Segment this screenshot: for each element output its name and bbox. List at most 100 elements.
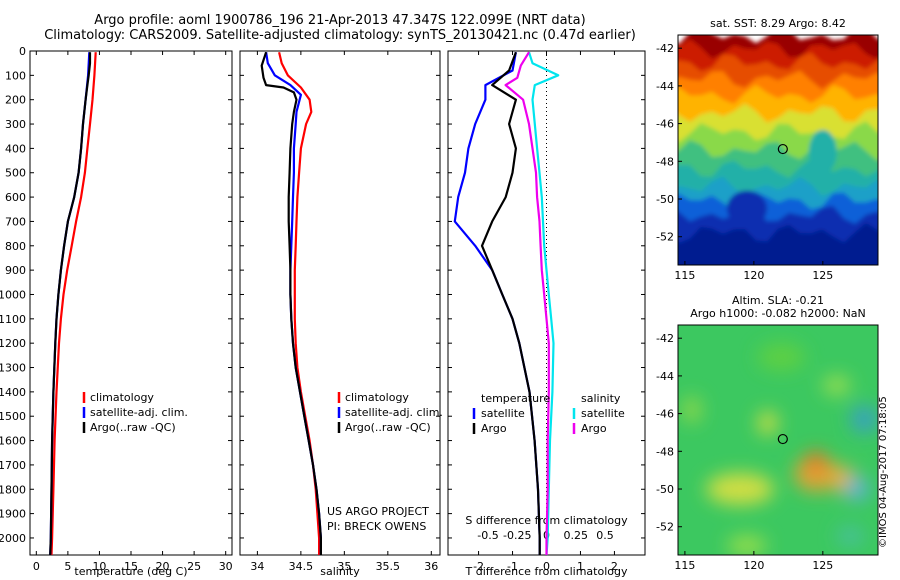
map-y-tick-label: -48 bbox=[656, 445, 674, 458]
map-title: Argo h1000: -0.082 h2000: NaN bbox=[690, 307, 866, 320]
map-image bbox=[678, 35, 878, 265]
legend-label: Argo(..raw -QC) bbox=[90, 421, 176, 434]
x-tick-label: -1 bbox=[507, 560, 518, 573]
legend-header: salinity bbox=[581, 392, 621, 405]
sla-anomaly bbox=[793, 455, 838, 492]
sst-patch bbox=[808, 129, 837, 174]
x-tick-label: 36 bbox=[424, 560, 438, 573]
legend-label: Argo(..raw -QC) bbox=[345, 421, 431, 434]
sla-anomaly bbox=[706, 473, 775, 506]
map-x-tick-label: 115 bbox=[674, 559, 695, 572]
map-y-tick-label: -50 bbox=[656, 483, 674, 496]
y-tick-label: 2000 bbox=[0, 532, 26, 545]
map-frame bbox=[677, 324, 879, 556]
map-y-tick-label: -48 bbox=[656, 155, 674, 168]
x-tick-label: 0 bbox=[33, 560, 40, 573]
sla-anomaly bbox=[836, 526, 865, 547]
y-tick-label: 0 bbox=[19, 45, 26, 58]
figure-title-line1: Argo profile: aoml 1900786_196 21-Apr-20… bbox=[94, 13, 586, 28]
profile-location-marker bbox=[777, 433, 788, 445]
y-tick-label: 1700 bbox=[0, 459, 26, 472]
sla-anomaly bbox=[757, 411, 778, 436]
difference-panel: -2 -1 0 1 2T difference from climatology -0.5… bbox=[447, 50, 646, 578]
y-tick-label: 100 bbox=[5, 69, 26, 82]
map-y-tick-label: -50 bbox=[656, 193, 674, 206]
x-axis-label: T difference from climatology bbox=[465, 565, 628, 578]
y-tick-label: 1000 bbox=[0, 288, 26, 301]
sla-anomaly bbox=[805, 450, 826, 471]
y-tick-label: 1500 bbox=[0, 410, 26, 423]
x-tick-label: 25 bbox=[187, 560, 201, 573]
x-tick-label: -2 bbox=[473, 560, 484, 573]
map-title: sat. SST: 8.29 Argo: 8.42 bbox=[710, 17, 846, 30]
sla-field bbox=[681, 343, 878, 555]
x-tick-label: 15 bbox=[124, 560, 138, 573]
map-y-tick-label: -46 bbox=[656, 408, 674, 421]
series-line bbox=[504, 51, 550, 555]
legend-label: climatology bbox=[90, 391, 154, 404]
map-x-tick-label: 125 bbox=[812, 269, 833, 282]
legend-label: satellite-adj. clim. bbox=[345, 406, 443, 419]
y-tick-label: 900 bbox=[5, 264, 26, 277]
y-tick-label: 1300 bbox=[0, 362, 26, 375]
sst-map-panel: sat. SST: 8.29 Argo: 8.42 115 120 125 -42 -44… bbox=[656, 17, 879, 282]
y-tick-label: 1600 bbox=[0, 435, 26, 448]
sst-field bbox=[678, 35, 878, 265]
map-x-tick-label: 120 bbox=[743, 559, 764, 572]
temperature-panel: 0 5 10 15 20 25 300100200300400500600700800900… bbox=[0, 45, 233, 578]
legend-header: temperature bbox=[481, 392, 550, 405]
y-tick-label: 1900 bbox=[0, 508, 26, 521]
x2-tick-label: -0.25 bbox=[503, 529, 531, 542]
series-line bbox=[480, 51, 541, 555]
y-tick-label: 600 bbox=[5, 191, 26, 204]
y-tick-label: 1100 bbox=[0, 313, 26, 326]
x-tick-label: 34.5 bbox=[289, 560, 314, 573]
sst-band bbox=[678, 222, 878, 265]
x2-tick-label: 0.25 bbox=[564, 529, 589, 542]
legend-label: Argo bbox=[481, 422, 507, 435]
sla-anomaly bbox=[757, 343, 806, 372]
map-x-tick-label: 115 bbox=[674, 269, 695, 282]
copyright-note: ©IMOS 04-Aug-2017 07:18:05 bbox=[878, 396, 889, 548]
series-line bbox=[50, 52, 97, 556]
map-title: Altim. SLA: -0.21 bbox=[732, 294, 824, 307]
map-y-tick-label: -42 bbox=[656, 332, 674, 345]
y-tick-label: 1400 bbox=[0, 386, 26, 399]
y-tick-label: 800 bbox=[5, 240, 26, 253]
sla-anomaly bbox=[850, 405, 878, 434]
series-line bbox=[260, 51, 322, 555]
sla-anomaly bbox=[681, 395, 702, 424]
x-tick-label: 2 bbox=[611, 560, 618, 573]
map-y-tick-label: -52 bbox=[656, 231, 674, 244]
project-label: US ARGO PROJECT bbox=[327, 505, 429, 518]
x-tick-label: 10 bbox=[92, 560, 106, 573]
map-y-tick-label: -44 bbox=[656, 370, 674, 383]
series-line bbox=[527, 51, 560, 556]
x2-tick-label: 0.5 bbox=[596, 529, 614, 542]
y-tick-label: 500 bbox=[5, 167, 26, 180]
pi-label: PI: BRECK OWENS bbox=[327, 520, 426, 533]
map-frame bbox=[677, 34, 879, 266]
map-y-tick-label: -52 bbox=[656, 521, 674, 534]
sla-anomaly bbox=[845, 477, 870, 502]
figure-title-line2: Climatology: CARS2009. Satellite-adjuste… bbox=[44, 28, 636, 43]
x-tick-label: 20 bbox=[156, 560, 170, 573]
profile-location-marker bbox=[777, 143, 788, 155]
x-tick-label: 30 bbox=[219, 560, 233, 573]
plot-frame bbox=[29, 50, 233, 556]
x-tick-label: 35.5 bbox=[376, 560, 401, 573]
map-x-tick-label: 125 bbox=[812, 559, 833, 572]
y-tick-label: 1200 bbox=[0, 337, 26, 350]
map-y-tick-label: -46 bbox=[656, 118, 674, 131]
legend-label: climatology bbox=[345, 391, 409, 404]
legend-label: Argo bbox=[581, 422, 607, 435]
y-tick-label: 400 bbox=[5, 142, 26, 155]
legend-label: satellite bbox=[581, 407, 625, 420]
x-tick-label: 0 bbox=[543, 560, 550, 573]
y-tick-label: 200 bbox=[5, 94, 26, 107]
x-axis-label: temperature (deg C) bbox=[74, 565, 187, 578]
x-tick-label: 34 bbox=[250, 560, 264, 573]
x-tick-label: 5 bbox=[64, 560, 71, 573]
